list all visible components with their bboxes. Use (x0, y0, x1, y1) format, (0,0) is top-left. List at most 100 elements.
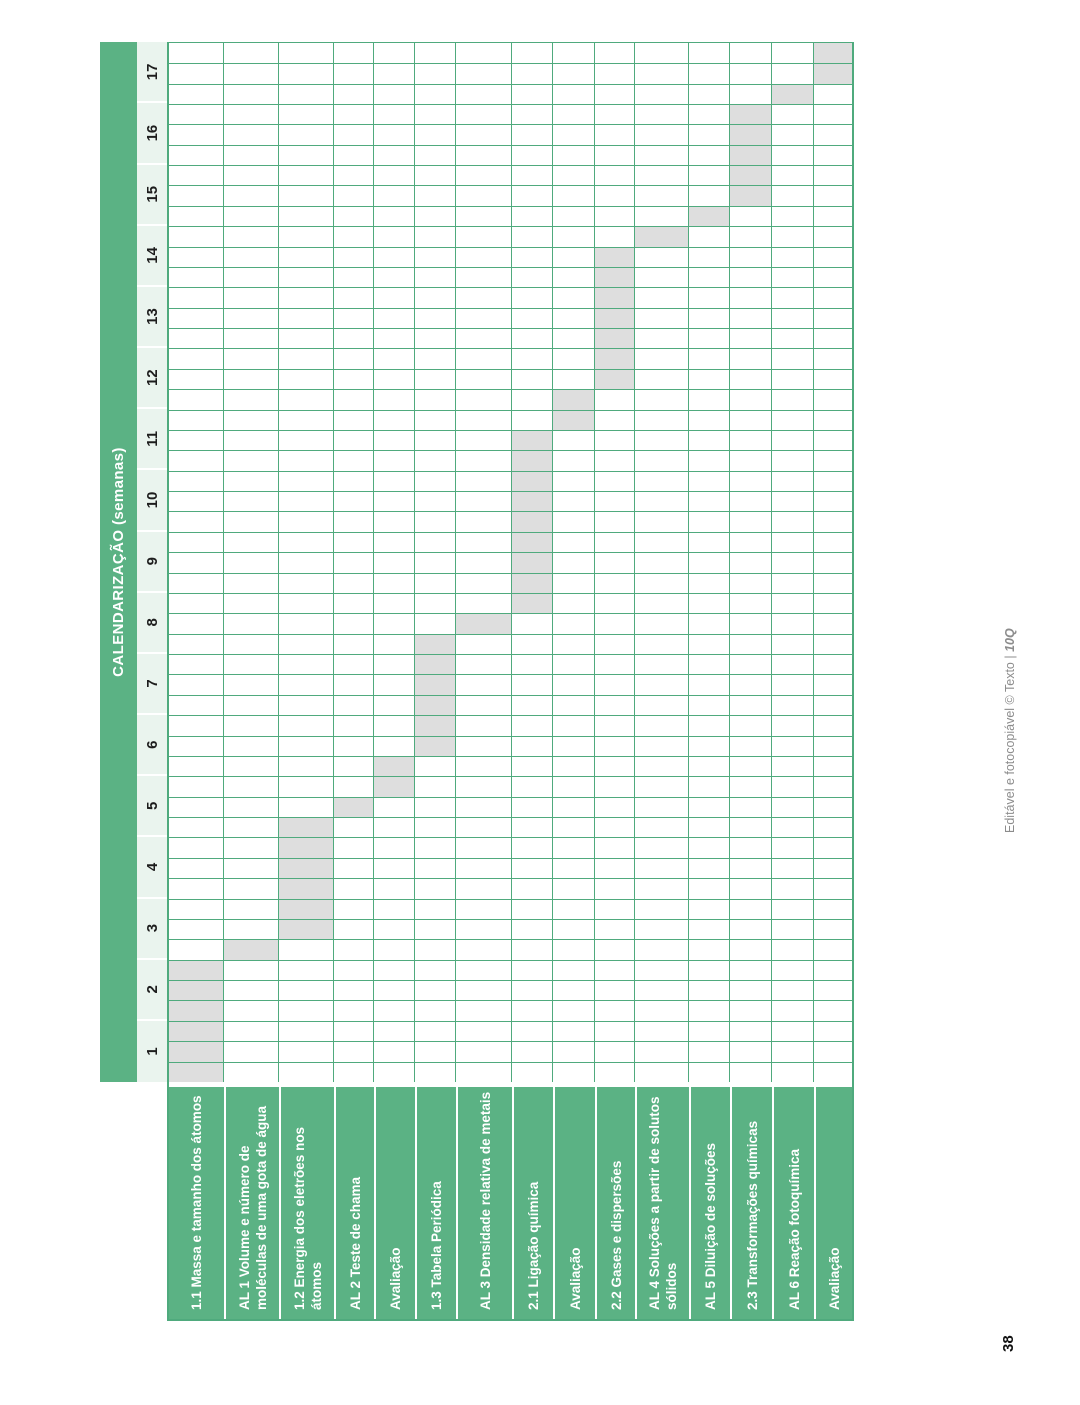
lesson-cell (334, 491, 374, 512)
lesson-cell (415, 124, 456, 145)
lesson-cell (689, 857, 730, 879)
lesson-cell (814, 511, 852, 532)
lesson-cell (374, 287, 415, 308)
lesson-cell (415, 817, 456, 838)
lesson-cell (169, 409, 224, 430)
gantt-bar-cell (730, 124, 772, 145)
lesson-cell (169, 83, 224, 104)
lesson-cell (512, 124, 553, 145)
lesson-cell (415, 878, 456, 899)
lesson-cell (374, 348, 415, 369)
lesson-cell (595, 226, 635, 247)
lesson-cell (456, 837, 512, 858)
lesson-cell (553, 776, 595, 797)
lesson-cell (374, 735, 415, 756)
lesson-cell (415, 409, 456, 430)
lesson-cell (169, 796, 224, 818)
lesson-cell (772, 307, 814, 329)
lesson-cell (730, 491, 772, 512)
lesson-cell (512, 613, 553, 634)
lesson-cell (415, 919, 456, 940)
lesson-cell (553, 104, 595, 125)
lesson-cell (512, 348, 553, 369)
lesson-cell (772, 1000, 814, 1021)
lesson-cell (635, 878, 689, 899)
lesson-cell (415, 226, 456, 247)
lesson-cell (772, 287, 814, 308)
lesson-cell (415, 246, 456, 267)
gantt-bar-cell (512, 552, 553, 573)
lesson-cell (689, 674, 730, 695)
topic-label: 2.1 Ligação química (512, 1082, 553, 1319)
lesson-cell (415, 1000, 456, 1021)
lesson-cell (730, 776, 772, 797)
lesson-cell (224, 246, 279, 267)
lesson-cell (169, 613, 224, 634)
lesson-cell (512, 205, 553, 227)
lesson-cell (279, 694, 334, 716)
lesson-cell (169, 491, 224, 512)
week-number-cell: 4 (137, 837, 167, 899)
lesson-cell (772, 226, 814, 247)
lesson-cell (456, 796, 512, 818)
week-number-cell: 8 (137, 592, 167, 654)
lesson-cell (224, 104, 279, 125)
lesson-cell (279, 796, 334, 818)
lesson-cell (772, 63, 814, 84)
lesson-cell (224, 919, 279, 940)
lesson-cell (415, 348, 456, 369)
lesson-cell (635, 674, 689, 695)
lesson-cell (595, 531, 635, 553)
lesson-cell (772, 796, 814, 818)
lesson-cell (415, 531, 456, 553)
lesson-cell (456, 328, 512, 349)
lesson-cell (553, 328, 595, 349)
lesson-cell (689, 226, 730, 247)
lesson-cell (730, 694, 772, 716)
lesson-cell (730, 1041, 772, 1062)
lesson-cell (279, 246, 334, 267)
lesson-cell (224, 267, 279, 288)
lesson-cell (772, 368, 814, 390)
lesson-cell (169, 42, 224, 64)
lesson-cell (374, 552, 415, 573)
lesson-cell (689, 939, 730, 960)
lesson-cell (689, 1041, 730, 1062)
lesson-cell (374, 674, 415, 695)
footer-credit: Editável e fotocopiável © Texto | 10Q (1003, 628, 1017, 833)
lesson-cell (730, 552, 772, 573)
lesson-cell (456, 776, 512, 797)
gantt-bar-cell (374, 776, 415, 797)
lesson-cell (279, 409, 334, 430)
lesson-cell (512, 898, 553, 919)
lesson-cell (279, 593, 334, 614)
lesson-cell (635, 939, 689, 960)
lesson-cell (456, 898, 512, 919)
lesson-cell (814, 613, 852, 634)
lesson-cell (595, 1000, 635, 1021)
lesson-cell (374, 450, 415, 471)
lesson-cell (334, 348, 374, 369)
lesson-cell (415, 776, 456, 797)
lesson-cell (169, 226, 224, 247)
lesson-cell (512, 1041, 553, 1062)
lesson-cell (456, 1020, 512, 1042)
lesson-cell (334, 715, 374, 736)
gantt-bar-cell (553, 409, 595, 430)
lesson-cell (334, 450, 374, 471)
lesson-cell (279, 735, 334, 756)
lesson-cell (374, 572, 415, 593)
gantt-bar-cell (730, 185, 772, 206)
lesson-cell (553, 980, 595, 1001)
lesson-cell (689, 552, 730, 573)
lesson-cell (224, 654, 279, 675)
topic-label: 1.2 Energia dos eletrões nos átomos (279, 1082, 334, 1319)
lesson-cell (730, 1000, 772, 1021)
gantt-bar-cell (595, 267, 635, 288)
lesson-cell (334, 328, 374, 349)
lesson-cell (415, 613, 456, 634)
lesson-cell (772, 165, 814, 186)
lesson-cell (772, 531, 814, 553)
lesson-cell (334, 307, 374, 329)
lesson-cell (689, 572, 730, 593)
